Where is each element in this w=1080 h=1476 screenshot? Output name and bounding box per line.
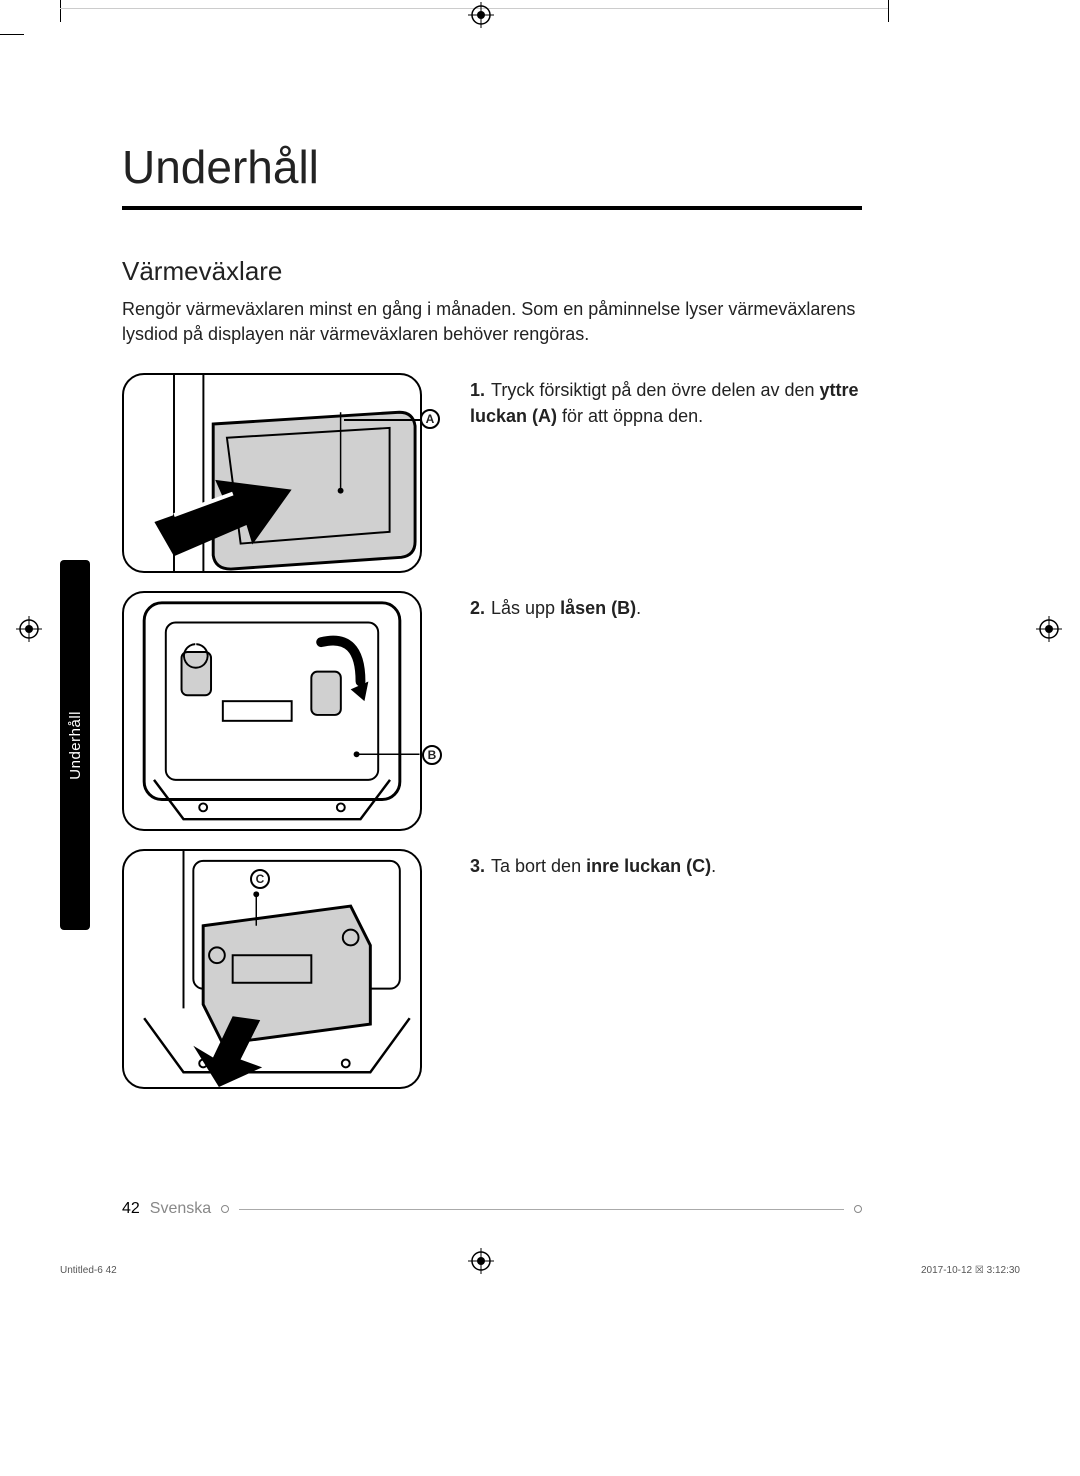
step-body: Ta bort den inre luckan (C). bbox=[491, 856, 716, 876]
print-meta-right: 2017-10-12 ☒ 3:12:30 bbox=[921, 1265, 1020, 1276]
step-body: Tryck försiktigt på den övre delen av de… bbox=[470, 380, 859, 426]
print-meta: Untitled-6 42 2017-10-12 ☒ 3:12:30 bbox=[60, 1265, 1020, 1276]
intro-paragraph: Rengör värmeväxlaren minst en gång i mån… bbox=[122, 297, 862, 347]
section-tab-label: Underhåll bbox=[67, 711, 84, 780]
section-subhead: Värmeväxlare bbox=[122, 256, 862, 287]
footer-language: Svenska bbox=[150, 1200, 211, 1218]
callout-leader bbox=[344, 419, 420, 421]
content-area: Underhåll Värmeväxlare Rengör värmeväxla… bbox=[122, 140, 862, 1107]
footer-dot-icon bbox=[221, 1205, 229, 1213]
step-illustration bbox=[122, 591, 422, 831]
step-number: 3. bbox=[470, 856, 485, 876]
footer-rule bbox=[239, 1209, 844, 1210]
callout-badge: A bbox=[420, 409, 440, 429]
page: Underhåll Underhåll Värmeväxlare Rengör … bbox=[0, 0, 1080, 1476]
registration-mark-icon bbox=[468, 2, 494, 28]
page-title: Underhåll bbox=[122, 140, 862, 194]
steps-list: A 1.Tryck försiktigt på den övre delen a… bbox=[122, 373, 862, 1089]
step-number: 1. bbox=[470, 380, 485, 400]
page-footer: 42 Svenska bbox=[122, 1200, 862, 1218]
registration-mark-icon bbox=[1036, 616, 1062, 642]
registration-mark-icon bbox=[16, 616, 42, 642]
step-text: 2. Lås upp låsen (B). bbox=[470, 591, 862, 621]
title-rule bbox=[122, 206, 862, 210]
step-row: C 3. Ta bort den inre luckan (C). bbox=[122, 849, 862, 1089]
step-illustration bbox=[122, 849, 422, 1089]
crop-mark bbox=[60, 0, 61, 22]
step-illustration bbox=[122, 373, 422, 573]
section-tab: Underhåll bbox=[60, 560, 90, 930]
crop-mark bbox=[888, 0, 889, 22]
illustration-cell: B bbox=[122, 591, 442, 831]
callout-badge: B bbox=[422, 745, 442, 765]
crop-mark bbox=[0, 34, 24, 35]
step-row: B 2. Lås upp låsen (B). bbox=[122, 591, 862, 831]
step-body: Lås upp låsen (B). bbox=[491, 598, 641, 618]
print-meta-left: Untitled-6 42 bbox=[60, 1265, 117, 1276]
step-number: 2. bbox=[470, 598, 485, 618]
page-number: 42 bbox=[122, 1200, 140, 1218]
step-text: 3. Ta bort den inre luckan (C). bbox=[470, 849, 862, 879]
step-text: 1.Tryck försiktigt på den övre delen av … bbox=[470, 373, 862, 429]
step-row: A 1.Tryck försiktigt på den övre delen a… bbox=[122, 373, 862, 573]
footer-dot-icon bbox=[854, 1205, 862, 1213]
illustration-cell: C bbox=[122, 849, 442, 1089]
illustration-cell: A bbox=[122, 373, 442, 573]
